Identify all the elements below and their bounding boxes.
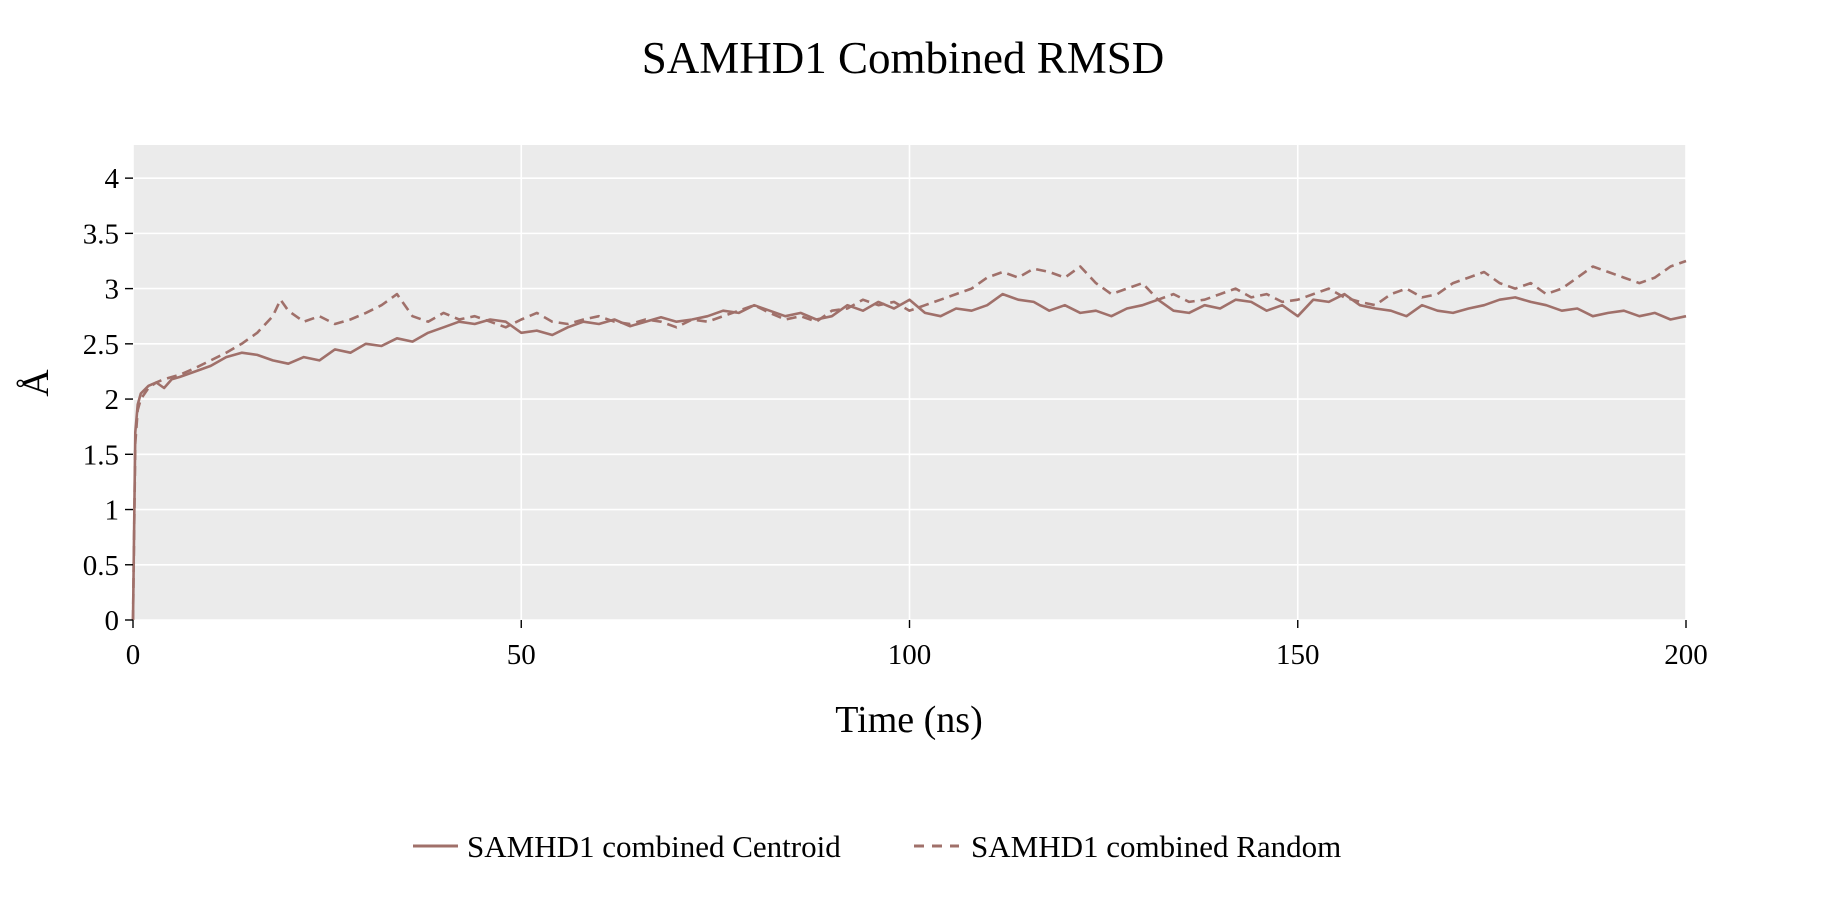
y-tick-label: 0 [105, 605, 120, 637]
y-tick-label: 3 [105, 274, 120, 306]
legend: SAMHD1 combined Centroid SAMHD1 combined… [413, 829, 1341, 864]
y-tick-label: 4 [105, 163, 120, 195]
y-tick-label: 3.5 [83, 218, 119, 250]
y-tick-label: 2 [105, 384, 120, 416]
gridlines [132, 145, 1687, 621]
x-tick-label: 200 [1664, 639, 1708, 671]
series-line-centroid [131, 292, 1687, 621]
series-lines [131, 259, 1687, 621]
y-tick-label: 1 [105, 495, 120, 527]
axes: 0 0.5 1 1.5 2 2.5 3 3.5 4 0 50 100 150 200 [83, 163, 1708, 671]
chart-title: SAMHD1 Combined RMSD [642, 33, 1165, 83]
x-tick-label: 50 [507, 639, 536, 671]
legend-label-centroid: SAMHD1 combined Centroid [467, 829, 841, 864]
x-axis-label: Time (ns) [835, 699, 982, 741]
legend-label-random: SAMHD1 combined Random [971, 829, 1341, 864]
y-tick-label: 0.5 [83, 550, 119, 582]
y-axis-label: Å [15, 369, 57, 397]
y-tick-label: 2.5 [83, 329, 119, 361]
x-tick-label: 100 [888, 639, 932, 671]
x-tick-label: 150 [1276, 639, 1320, 671]
series-line-random [131, 259, 1687, 621]
x-tick-label: 0 [126, 639, 141, 671]
y-tick-label: 1.5 [83, 439, 119, 471]
